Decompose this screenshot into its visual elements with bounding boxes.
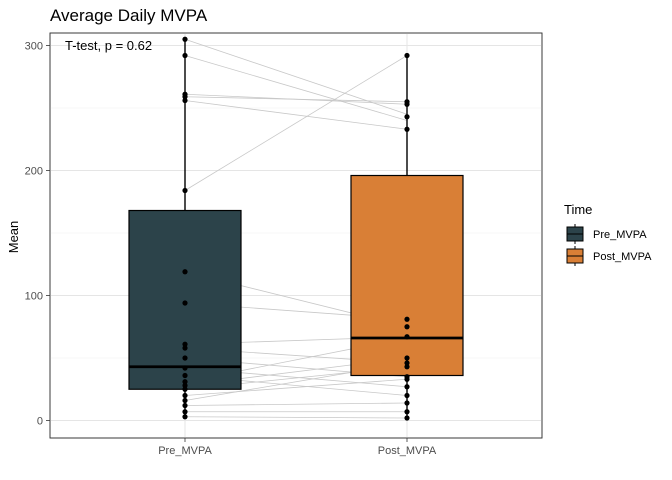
legend-label: Pre_MVPA xyxy=(593,229,647,241)
data-point xyxy=(182,365,188,371)
pair-line xyxy=(184,100,408,130)
legend-label: Post_MVPA xyxy=(593,251,652,263)
data-point xyxy=(182,341,188,347)
ttest-annotation: T-test, p = 0.62 xyxy=(65,38,152,53)
data-point xyxy=(404,360,410,366)
box-Post_MVPA xyxy=(350,174,464,377)
data-point xyxy=(404,355,410,361)
y-tick-label: 200 xyxy=(25,166,43,178)
y-tick-label: 100 xyxy=(25,291,43,303)
axes: 0 100 200 300 Pre_MVPA Post_MVPA xyxy=(25,41,437,458)
data-point xyxy=(182,409,188,415)
data-point xyxy=(182,355,188,361)
x-tick-label: Pre_MVPA xyxy=(158,445,212,457)
legend: Time Pre_MVPA Post_MVPA xyxy=(564,202,652,266)
data-points xyxy=(182,36,410,421)
data-point xyxy=(404,126,410,132)
data-point xyxy=(182,402,188,409)
data-point xyxy=(182,372,188,379)
pair-line xyxy=(184,402,408,406)
data-point xyxy=(404,316,410,322)
data-point xyxy=(182,379,188,385)
data-point xyxy=(182,345,188,351)
data-point xyxy=(182,94,188,100)
y-axis-title: Mean xyxy=(6,221,21,254)
legend-title: Time xyxy=(564,202,592,217)
chart-title: Average Daily MVPA xyxy=(50,6,208,25)
data-point xyxy=(404,324,410,330)
data-point xyxy=(404,384,410,390)
data-point xyxy=(404,364,410,370)
data-point xyxy=(182,300,188,306)
data-point xyxy=(404,392,410,399)
data-point xyxy=(404,409,410,415)
data-point xyxy=(404,114,410,120)
pair-line xyxy=(184,378,408,396)
data-point xyxy=(404,376,410,382)
boxplots xyxy=(128,39,464,418)
box-Pre_MVPA xyxy=(128,209,242,390)
pair-line xyxy=(184,55,408,121)
data-point xyxy=(182,269,188,275)
data-point xyxy=(182,52,188,59)
data-point xyxy=(404,52,410,59)
y-tick-label: 0 xyxy=(37,416,43,428)
pair-line xyxy=(184,416,408,419)
data-point xyxy=(404,415,410,421)
data-point xyxy=(182,187,188,194)
data-point xyxy=(404,101,410,107)
pair-line xyxy=(184,38,408,115)
data-point xyxy=(182,97,188,104)
data-point xyxy=(182,392,188,399)
data-point xyxy=(404,334,410,340)
data-point xyxy=(404,400,410,406)
pair-line xyxy=(184,96,408,103)
y-tick-label: 300 xyxy=(25,41,43,53)
data-point xyxy=(182,386,188,392)
data-point xyxy=(182,382,188,389)
plot-border xyxy=(49,32,543,439)
pair-line xyxy=(184,55,408,191)
x-tick-label: Post_MVPA xyxy=(378,445,437,457)
data-point xyxy=(182,36,188,42)
data-point xyxy=(182,414,188,420)
data-point xyxy=(182,397,188,404)
